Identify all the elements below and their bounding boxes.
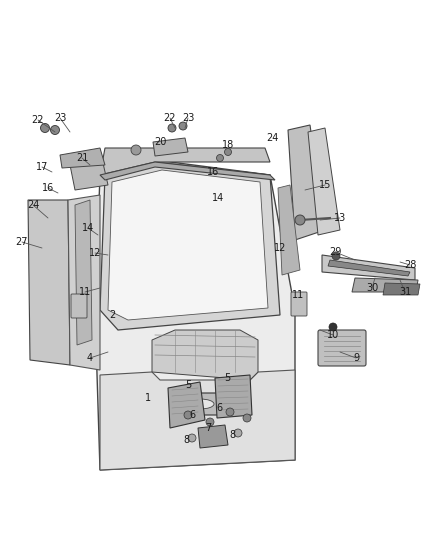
Text: 18: 18	[222, 140, 234, 150]
Polygon shape	[108, 170, 268, 320]
Circle shape	[179, 122, 187, 130]
Text: 17: 17	[36, 162, 48, 172]
Text: 16: 16	[42, 183, 54, 193]
Polygon shape	[153, 138, 188, 156]
Polygon shape	[278, 185, 300, 275]
Ellipse shape	[186, 399, 214, 409]
Text: 5: 5	[185, 380, 191, 390]
Text: 8: 8	[183, 435, 189, 445]
Text: 30: 30	[366, 283, 378, 293]
Text: 11: 11	[292, 290, 304, 300]
Text: 13: 13	[334, 213, 346, 223]
Polygon shape	[152, 330, 258, 380]
Polygon shape	[100, 370, 295, 470]
Text: 12: 12	[89, 248, 101, 258]
Text: 16: 16	[207, 167, 219, 177]
Text: 10: 10	[327, 330, 339, 340]
Polygon shape	[168, 382, 205, 428]
Text: 7: 7	[205, 423, 211, 433]
Polygon shape	[308, 128, 340, 235]
Circle shape	[332, 252, 340, 260]
Polygon shape	[288, 125, 325, 240]
Text: 24: 24	[27, 200, 39, 210]
Polygon shape	[75, 200, 92, 345]
Circle shape	[234, 429, 242, 437]
Text: 21: 21	[76, 153, 88, 163]
Text: 8: 8	[229, 430, 235, 440]
Polygon shape	[60, 148, 105, 168]
Circle shape	[226, 408, 234, 416]
Text: 29: 29	[329, 247, 341, 257]
Circle shape	[184, 411, 192, 419]
Polygon shape	[198, 425, 228, 448]
Text: 24: 24	[266, 133, 278, 143]
Text: 31: 31	[399, 287, 411, 297]
Text: 4: 4	[87, 353, 93, 363]
Text: 14: 14	[212, 193, 224, 203]
Polygon shape	[100, 162, 275, 180]
Text: 20: 20	[154, 137, 166, 147]
Circle shape	[243, 414, 251, 422]
Circle shape	[225, 149, 232, 156]
Text: 27: 27	[16, 237, 28, 247]
Circle shape	[329, 323, 337, 331]
Polygon shape	[383, 283, 420, 295]
Polygon shape	[28, 200, 70, 365]
Circle shape	[131, 145, 141, 155]
Text: 6: 6	[189, 410, 195, 420]
Text: 14: 14	[82, 223, 94, 233]
Polygon shape	[322, 255, 415, 280]
Text: 1: 1	[145, 393, 151, 403]
Circle shape	[216, 155, 223, 161]
Polygon shape	[68, 195, 100, 370]
Text: 22: 22	[164, 113, 176, 123]
Circle shape	[206, 418, 214, 426]
Polygon shape	[95, 160, 295, 470]
Text: 5: 5	[224, 373, 230, 383]
FancyBboxPatch shape	[318, 330, 366, 366]
Circle shape	[50, 125, 60, 134]
Polygon shape	[100, 148, 270, 175]
Polygon shape	[215, 375, 252, 418]
Text: 28: 28	[404, 260, 416, 270]
Text: 2: 2	[109, 310, 115, 320]
Polygon shape	[68, 150, 108, 190]
Circle shape	[168, 124, 176, 132]
Circle shape	[295, 215, 305, 225]
Text: 9: 9	[353, 353, 359, 363]
Polygon shape	[100, 162, 280, 330]
Polygon shape	[328, 260, 410, 276]
FancyBboxPatch shape	[71, 294, 87, 318]
Text: 23: 23	[182, 113, 194, 123]
Text: 22: 22	[32, 115, 44, 125]
Circle shape	[40, 124, 49, 133]
Polygon shape	[352, 278, 418, 292]
Text: 15: 15	[319, 180, 331, 190]
FancyBboxPatch shape	[173, 393, 227, 415]
Text: 23: 23	[54, 113, 66, 123]
Circle shape	[188, 434, 196, 442]
FancyBboxPatch shape	[291, 292, 307, 316]
Text: 11: 11	[79, 287, 91, 297]
Text: 12: 12	[274, 243, 286, 253]
Text: 6: 6	[216, 403, 222, 413]
